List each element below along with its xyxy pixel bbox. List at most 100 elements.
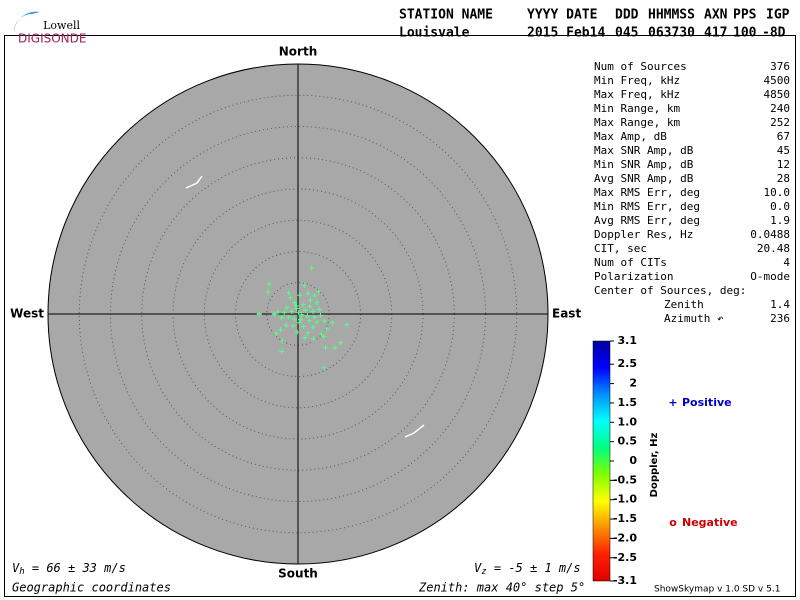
source-point [271,311,277,317]
stat-label: Min RMS Err, deg [594,200,700,213]
source-point [305,290,311,296]
source-point [318,312,323,318]
logo-top: Lowell [43,19,80,32]
source-point [288,295,293,301]
stat-value: 67 [777,130,790,143]
arrow [185,175,203,189]
vz-sub: z [481,567,486,577]
vh-symbol: V [12,561,20,575]
source-point [321,334,327,339]
source-point [338,340,343,346]
source-point [321,365,327,371]
colorbar-tick-label: 3.1 [618,334,638,347]
dir-east: East [552,307,581,321]
stat-value: 376 [770,60,790,73]
stat-value: 4500 [764,74,791,87]
colorbar-tick-label: 0 [629,454,637,467]
stat-value: 12 [777,158,790,171]
logo-bottom: DIGISONDE [18,32,86,46]
source-point [256,311,262,317]
stat-value: 252 [770,116,790,129]
header-value: -8D [762,26,786,41]
source-point [307,304,313,309]
stat-value: 0.0488 [750,228,790,241]
legend-label: Positive [682,396,732,409]
source-point [306,318,312,324]
stats-table: Num of Sources 376 Min Freq, kHz 4500 Max Fr… [594,60,790,325]
plot: North South West East [10,45,581,581]
dir-west: West [10,307,44,321]
version: ShowSkymap v 1.0 SD v 5.1 [654,585,780,595]
dir-south: South [278,567,318,581]
stat-label: Max Freq, kHz [594,88,680,101]
vh-value: = 66 ± 33 m/s [25,561,126,575]
vh-text: Vh = 66 ± 33 m/s [12,561,126,577]
vz-value: = -5 ± 1 m/s [487,561,581,575]
stat-value: 1.9 [770,214,790,227]
source-point [299,312,305,318]
source-point [296,310,302,316]
source-point [305,330,311,336]
source-point [301,324,307,329]
source-point [311,336,317,342]
stat-label: Num of CITs [594,256,667,269]
source-point [303,307,308,313]
dir-north: North [279,45,317,59]
stat-label: Max Range, km [594,116,680,129]
source-point [293,303,299,309]
header-label: AXN [704,8,728,23]
source-point [284,305,290,311]
header-label: DDD [615,8,639,23]
stat-value: 20.48 [757,242,790,255]
source-point [297,292,303,298]
header-label: HHMMSS [648,8,695,23]
header: STATION NAME YYYY DATE DDD HHMMSS AXN PPS IGP L… [399,8,790,41]
source-point [266,281,272,287]
source-point [310,309,316,314]
stat-value: 4850 [764,88,791,101]
stat-value: 4 [783,256,790,269]
vz-symbol: V [474,561,482,575]
source-point [291,316,297,322]
stat-label: CIT, sec [594,242,647,255]
colorbar-tick-label: -2.0 [613,531,637,544]
center-value: 1.4 [770,298,790,311]
center-label: Azimuth ↶ [664,312,724,325]
header-value: 2015 Feb14 [527,26,605,41]
stat-label: Max Amp, dB [594,130,667,143]
legend-marker: + [668,396,677,409]
stat-value: 0.0 [770,200,790,213]
source-point [278,327,283,333]
stat-label: Polarization [594,270,673,283]
source-point [323,345,328,351]
center-label: Zenith [664,298,704,311]
source-point [279,338,285,344]
stat-label: Doppler Res, Hz [594,228,693,241]
header-label: PPS [733,8,757,23]
stat-label: Num of Sources [594,60,687,73]
source-point [283,322,289,328]
header-value: 100 [733,26,757,41]
source-point [286,290,292,296]
header-value: 045 [615,26,638,41]
source-point [314,319,320,325]
coords: Geographic coordinates [12,581,171,595]
stat-label: Avg SNR Amp, dB [594,172,694,185]
source-point [310,324,316,330]
colorbar-tick-label: 1.5 [618,396,638,409]
source-point [332,345,338,351]
colorbar-tick-label: 2.5 [618,357,638,370]
source-point [273,330,279,336]
source-point [298,317,303,323]
colorbar-tick-label: 1.0 [618,415,638,428]
stat-value: 28 [777,172,790,185]
stat-value: 45 [777,144,790,157]
vh-sub: h [19,567,24,577]
colorbar: 3.1 2.5 2 1.5 1.0 0.5 0 -0.5 -1.0 -1.5 -2.0 -2.5 -3.… [592,334,660,587]
source-point [296,320,302,326]
stat-label: Min Range, km [594,102,680,115]
stat-label: Min Freq, kHz [594,74,680,87]
colorbar-tick-label: -3.1 [613,574,637,587]
source-point [265,289,271,295]
